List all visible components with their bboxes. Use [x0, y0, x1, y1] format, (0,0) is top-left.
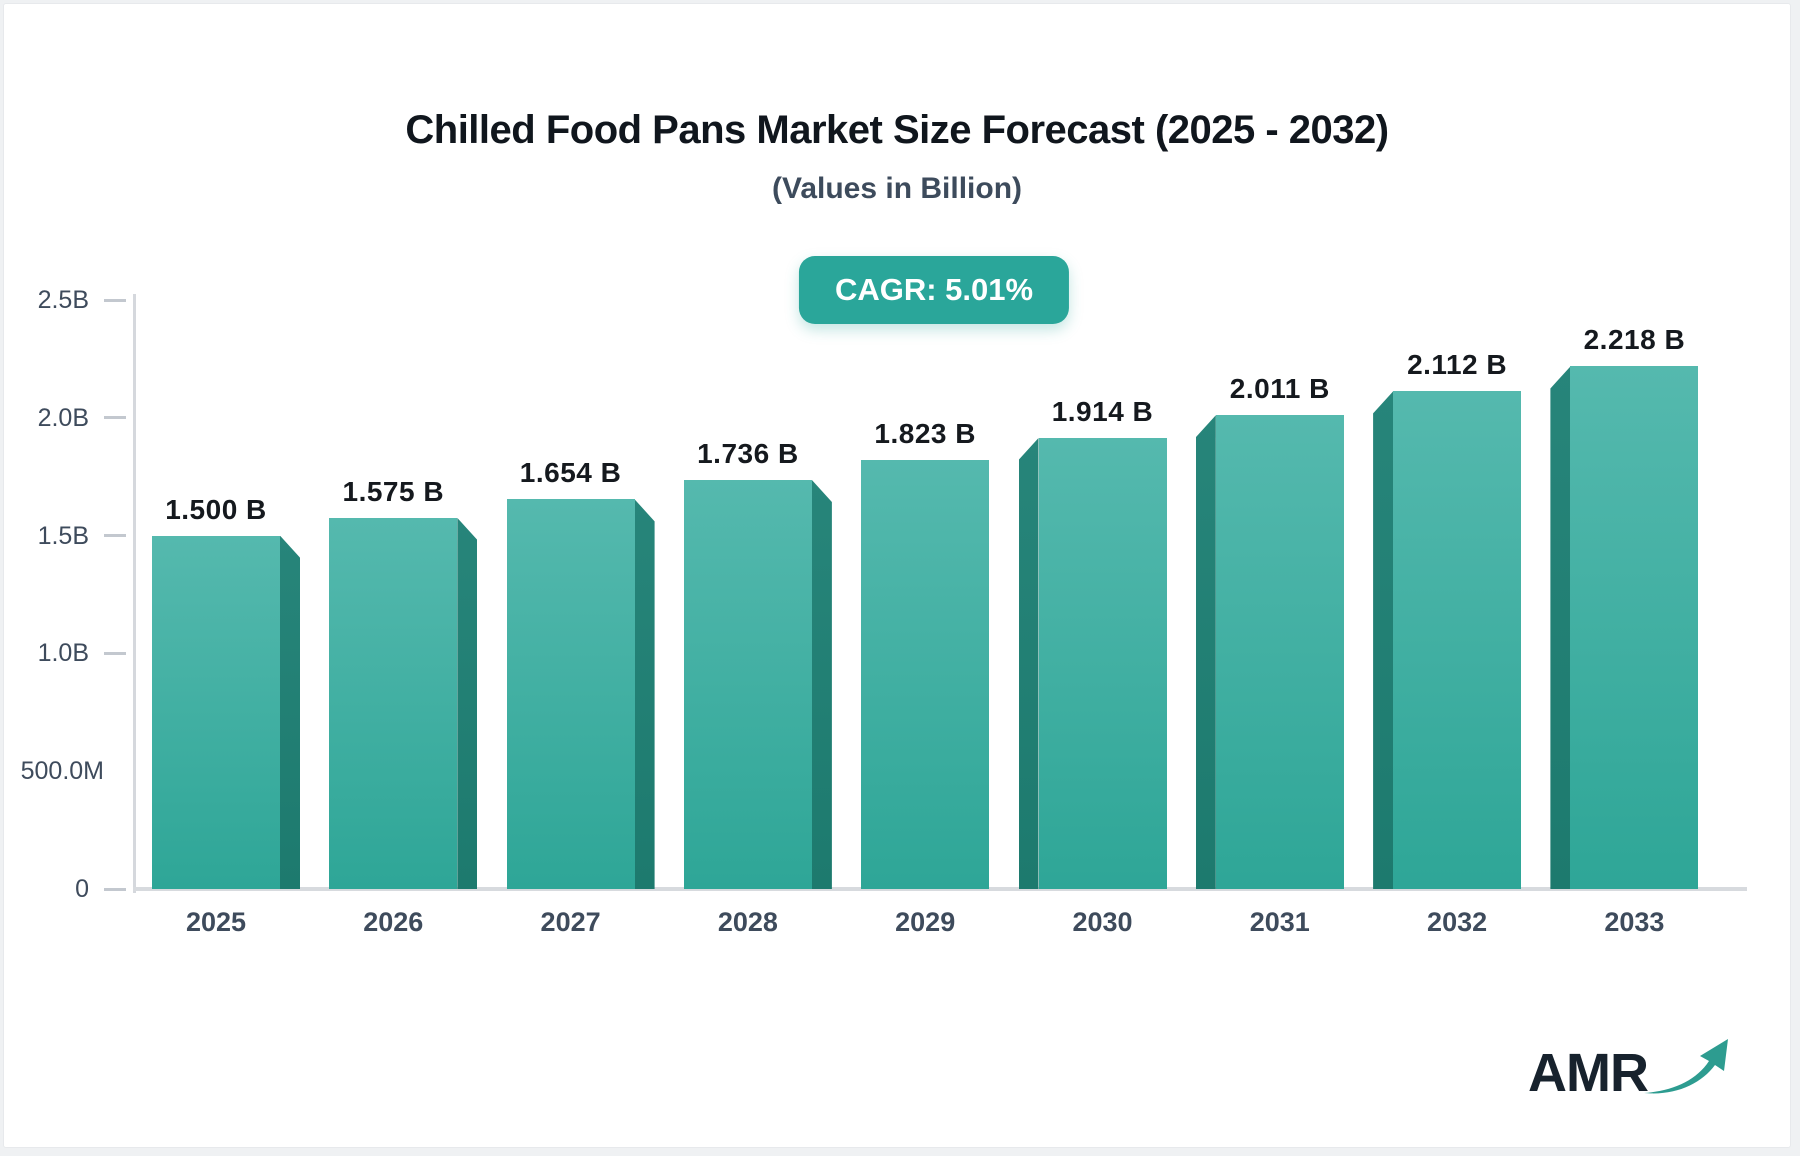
- bar-side-face: [811, 479, 832, 889]
- bar-value-label: 2.112 B: [1407, 349, 1508, 381]
- amr-logo: AMR: [1528, 1034, 1732, 1102]
- bar-2029: [861, 459, 990, 889]
- bar-side-face: [1018, 438, 1039, 889]
- bar-value-label: 1.575 B: [342, 475, 445, 507]
- bar-value-label: 1.823 B: [874, 417, 976, 449]
- bar-value-label: 2.218 B: [1583, 324, 1686, 356]
- x-tick-label: 2033: [1604, 907, 1665, 937]
- chart-subtitle: (Values in Billion): [771, 172, 1023, 205]
- bar-2027: [506, 499, 635, 889]
- bar-side-face: [1373, 391, 1394, 889]
- bar-side-face: [634, 499, 655, 889]
- bar-2026: [329, 517, 458, 889]
- y-tick-mark: [104, 651, 126, 655]
- y-tick-label: 500.0M: [20, 757, 104, 786]
- bar-side-face: [457, 517, 478, 889]
- bar-2032: [1393, 391, 1522, 889]
- bar-chart: 2.5B 2.0B 1.5B 1.0B 500.0M 0 1.500 B 2025 1.575 …: [4, 4, 1790, 1147]
- y-tick-label: 1.5B: [37, 521, 89, 550]
- bar-2025: [152, 535, 280, 889]
- y-tick-label: 0: [75, 875, 89, 903]
- bar-side-face: [280, 535, 300, 889]
- bar-2030: [1038, 438, 1167, 889]
- bar-2028: [683, 479, 812, 889]
- y-tick-mark: [104, 887, 126, 891]
- x-tick-label: 2029: [895, 907, 956, 937]
- bar-side-face: [1195, 415, 1216, 889]
- bar-value-label: 1.736 B: [697, 437, 799, 469]
- growth-arrow-icon: [1643, 1039, 1728, 1094]
- bar-2033: [1570, 366, 1699, 889]
- bar-2031: [1215, 415, 1344, 889]
- chart-card: Chilled Food Pans Market Size Forecast (…: [3, 3, 1791, 1148]
- bar-value-label: 2.011 B: [1229, 373, 1330, 405]
- bar-side-face: [1550, 366, 1571, 889]
- x-tick-label: 2026: [363, 907, 424, 937]
- bar-value-label: 1.654 B: [519, 457, 622, 489]
- y-tick-label: 1.0B: [37, 639, 89, 668]
- y-axis-line: [133, 294, 136, 893]
- x-tick-label: 2025: [185, 907, 247, 937]
- x-tick-label: 2027: [540, 907, 601, 937]
- x-tick-label: 2028: [717, 907, 778, 937]
- bar-value-label: 1.914 B: [1051, 396, 1154, 428]
- y-tick-mark: [104, 298, 126, 302]
- x-tick-label: 2032: [1427, 907, 1488, 937]
- y-tick-mark: [104, 534, 126, 538]
- amr-logo-text: AMR: [1528, 1043, 1649, 1103]
- y-tick-label: 2.0B: [37, 403, 89, 432]
- x-tick-label: 2031: [1249, 907, 1310, 937]
- page-title: Chilled Food Pans Market Size Forecast (…: [405, 108, 1389, 152]
- bar-value-label: 1.500 B: [165, 493, 267, 525]
- x-axis-line: [133, 887, 1747, 891]
- cagr-badge: CAGR: 5.01%: [798, 256, 1070, 324]
- x-tick-label: 2030: [1072, 907, 1133, 937]
- y-tick-label: 2.5B: [37, 286, 89, 314]
- y-tick-mark: [104, 416, 126, 420]
